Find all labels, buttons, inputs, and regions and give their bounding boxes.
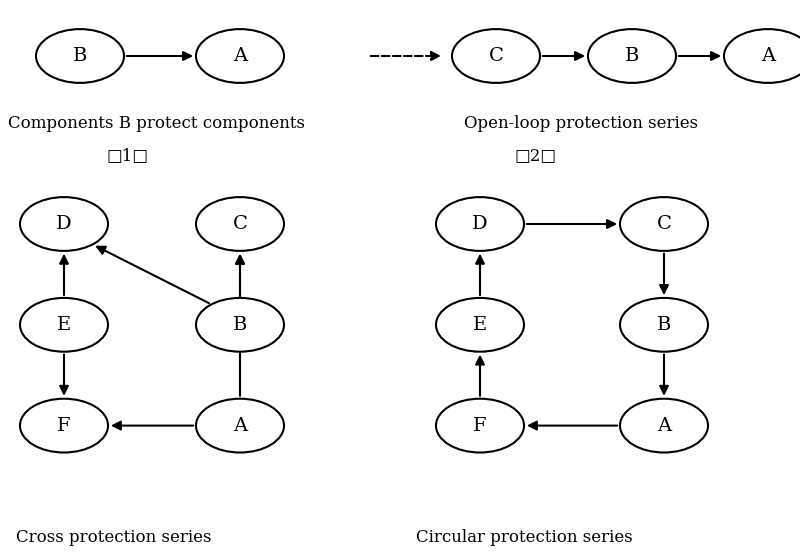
Ellipse shape bbox=[20, 298, 108, 352]
Text: □2□: □2□ bbox=[515, 148, 557, 165]
Text: C: C bbox=[489, 47, 503, 65]
Text: B: B bbox=[657, 316, 671, 334]
Text: Components B protect components: Components B protect components bbox=[8, 115, 305, 132]
Ellipse shape bbox=[196, 399, 284, 452]
Text: □1□: □1□ bbox=[107, 148, 149, 165]
Ellipse shape bbox=[452, 29, 540, 83]
Ellipse shape bbox=[436, 399, 524, 452]
Text: D: D bbox=[56, 215, 72, 233]
Text: A: A bbox=[657, 417, 671, 435]
Text: A: A bbox=[233, 417, 247, 435]
Ellipse shape bbox=[436, 298, 524, 352]
Text: E: E bbox=[473, 316, 487, 334]
Text: F: F bbox=[474, 417, 486, 435]
Ellipse shape bbox=[20, 399, 108, 452]
Text: C: C bbox=[657, 215, 671, 233]
Ellipse shape bbox=[620, 298, 708, 352]
Text: D: D bbox=[472, 215, 488, 233]
Ellipse shape bbox=[196, 298, 284, 352]
Ellipse shape bbox=[436, 197, 524, 251]
Text: A: A bbox=[233, 47, 247, 65]
Text: B: B bbox=[233, 316, 247, 334]
Text: Cross protection series: Cross protection series bbox=[16, 529, 211, 546]
Text: Circular protection series: Circular protection series bbox=[416, 529, 633, 546]
Text: B: B bbox=[73, 47, 87, 65]
Ellipse shape bbox=[620, 399, 708, 452]
Text: F: F bbox=[58, 417, 70, 435]
Ellipse shape bbox=[196, 29, 284, 83]
Text: C: C bbox=[233, 215, 247, 233]
Ellipse shape bbox=[20, 197, 108, 251]
Ellipse shape bbox=[620, 197, 708, 251]
Text: A: A bbox=[761, 47, 775, 65]
Ellipse shape bbox=[724, 29, 800, 83]
Ellipse shape bbox=[36, 29, 124, 83]
Ellipse shape bbox=[196, 197, 284, 251]
Ellipse shape bbox=[588, 29, 676, 83]
Text: Open-loop protection series: Open-loop protection series bbox=[464, 115, 698, 132]
Text: B: B bbox=[625, 47, 639, 65]
Text: E: E bbox=[57, 316, 71, 334]
